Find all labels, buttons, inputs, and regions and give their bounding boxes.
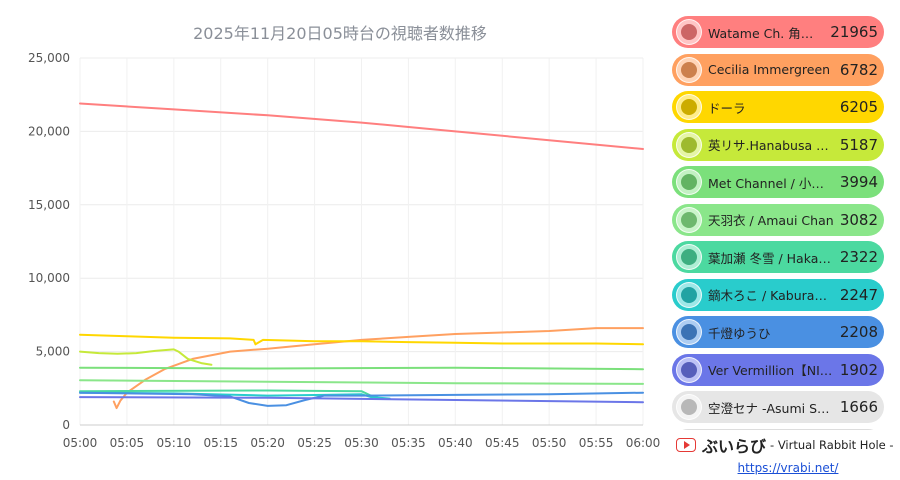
x-tick-label: 05:55 <box>579 436 614 450</box>
youtube-icon <box>676 438 696 452</box>
legend-channel-name: Ver Vermillion【NIJISANJI EN】 <box>708 363 834 378</box>
legend-item[interactable]: 英リサ.Hanabusa Lisa 5187 <box>672 128 884 161</box>
brand-name: ぶいらび <box>702 437 767 456</box>
y-tick-label: 20,000 <box>28 124 70 138</box>
series-line-1 <box>79 102 644 150</box>
legend-item[interactable]: 空澄セナ -Asumi Sena- 1666 <box>672 391 884 423</box>
legend-viewer-count: 3082 <box>839 210 878 229</box>
legend-viewer-count: 3994 <box>839 173 878 191</box>
series-line-2 <box>112 327 644 410</box>
legend-item[interactable]: Met Channel / 小森めと 3994 <box>672 166 884 198</box>
series-line-4 <box>79 348 213 366</box>
x-tick-label: 06:00 <box>626 436 661 450</box>
legend-item[interactable]: Watame Ch. 角巻わため 21965 <box>672 16 884 48</box>
series-line-6 <box>79 379 644 385</box>
legend-item[interactable]: 葉加瀬 冬雪 / Hakase Fuyuki 2322 <box>672 241 884 273</box>
legend-viewer-count: 1902 <box>839 360 878 379</box>
series-line-5 <box>79 366 644 371</box>
legend-viewer-count: 2322 <box>839 248 878 266</box>
x-tick-label: 05:40 <box>438 436 473 450</box>
legend-viewer-count: 2247 <box>839 285 878 304</box>
x-tick-label: 05:05 <box>110 436 145 450</box>
legend-viewer-count: 5187 <box>839 135 878 154</box>
legend-item[interactable]: Ver Vermillion【NIJISANJI EN】 1902 <box>672 353 884 386</box>
x-tick-label: 05:35 <box>391 436 426 450</box>
legend-channel-name: 天羽衣 / Amaui Chan <box>708 213 834 228</box>
avatar-icon <box>676 394 702 420</box>
legend-channel-name: 千燈ゆうひ <box>708 325 771 341</box>
legend-viewer-count: 1666 <box>839 398 878 416</box>
x-tick-label: 05:50 <box>532 436 567 450</box>
y-tick-label: 0 <box>62 418 70 432</box>
avatar-icon <box>676 244 702 270</box>
x-tick-label: 05:00 <box>63 436 98 450</box>
avatar-icon <box>676 356 702 383</box>
avatar-icon <box>676 56 702 83</box>
legend: Watame Ch. 角巻わため 21965 Cecilia Immergreen 6… <box>672 16 884 430</box>
x-tick-label: 05:25 <box>297 436 332 450</box>
x-tick-label: 05:10 <box>157 436 192 450</box>
avatar-icon <box>676 319 702 345</box>
legend-item[interactable]: 千燈ゆうひ 2208 <box>672 316 884 348</box>
avatar-icon <box>676 169 702 195</box>
legend-viewer-count: 21965 <box>830 23 878 41</box>
series-line-9 <box>79 391 644 407</box>
legend-item[interactable]: 天羽衣 / Amaui Chan 3082 <box>672 203 884 236</box>
footer: ぶいらび - Virtual Rabbit Hole - https://vra… <box>676 433 900 475</box>
brand-subtitle: - Virtual Rabbit Hole - <box>770 438 894 452</box>
legend-viewer-count: 6782 <box>839 60 878 79</box>
legend-channel-name: 英リサ.Hanabusa Lisa <box>708 138 834 153</box>
legend-viewer-count: 6205 <box>839 98 878 116</box>
line-chart: 0 5,000 10,000 15,000 20,000 25,000 05:00 05:05… <box>28 51 661 450</box>
x-tick-label: 05:45 <box>485 436 520 450</box>
y-tick-label: 25,000 <box>28 51 70 65</box>
legend-channel-name: 鏑木ろこ / Kaburaki Roco <box>708 288 834 303</box>
avatar-icon <box>676 281 702 308</box>
avatar-icon <box>676 94 702 120</box>
x-tick-label: 05:30 <box>344 436 379 450</box>
legend-item[interactable]: ドーラ 6205 <box>672 91 884 123</box>
avatar-icon <box>676 19 702 45</box>
y-tick-label: 10,000 <box>28 271 70 285</box>
legend-channel-name: ドーラ <box>708 100 746 116</box>
y-tick-label: 5,000 <box>36 345 70 359</box>
avatar-icon <box>676 206 702 233</box>
legend-channel-name: Met Channel / 小森めと <box>708 175 834 191</box>
chart-title: 2025年11月20日05時台の視聴者数推移 <box>193 24 487 43</box>
x-tick-label: 05:20 <box>250 436 285 450</box>
y-tick-label: 15,000 <box>28 198 70 212</box>
legend-channel-name: 葉加瀬 冬雪 / Hakase Fuyuki <box>708 250 834 266</box>
legend-item[interactable]: Cecilia Immergreen 6782 <box>672 53 884 86</box>
legend-item[interactable]: 鏑木ろこ / Kaburaki Roco 2247 <box>672 278 884 311</box>
legend-channel-name: Watame Ch. 角巻わため <box>708 25 824 41</box>
legend-viewer-count: 2208 <box>839 323 878 341</box>
legend-channel-name: Cecilia Immergreen <box>708 62 831 77</box>
series-line-10 <box>79 396 644 404</box>
legend-channel-name: 空澄セナ -Asumi Sena- <box>708 400 834 416</box>
legend-item[interactable]: Nito Ch.【Phase Connect】1646 <box>672 428 884 430</box>
avatar-icon <box>676 131 702 158</box>
site-link[interactable]: https://vrabi.net/ <box>737 461 839 475</box>
series-line-3 <box>79 333 644 346</box>
x-tick-label: 05:15 <box>203 436 238 450</box>
